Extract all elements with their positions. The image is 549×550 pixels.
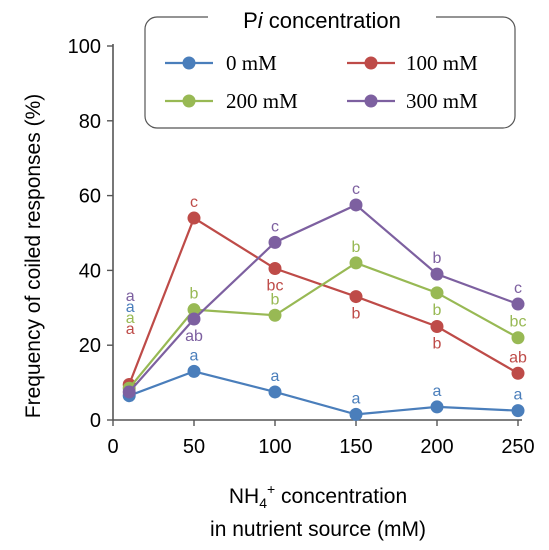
point-label: b (433, 250, 442, 267)
point-label: b (190, 286, 199, 303)
point-label: c (271, 218, 279, 235)
data-point (430, 320, 444, 333)
legend-marker (364, 56, 378, 70)
data-point (430, 400, 444, 414)
legend-marker (364, 94, 378, 108)
series-line (128, 203, 519, 393)
point-label: bc (510, 314, 527, 331)
x-axis-label-line1: NH4+ concentration (229, 481, 407, 511)
x-tick-label: 150 (339, 436, 372, 458)
series-line (128, 216, 519, 385)
y-tick-label: 80 (79, 111, 101, 133)
data-point (187, 211, 201, 225)
data-point (511, 404, 525, 418)
point-label: bc (267, 278, 284, 295)
data-point (349, 198, 363, 212)
point-label: a (126, 310, 135, 327)
data-point (349, 290, 363, 304)
data-point (187, 303, 201, 317)
data-point (430, 286, 444, 300)
legend-marker (182, 94, 196, 108)
data-point (187, 364, 201, 378)
y-tick-label: 0 (90, 410, 101, 432)
point-label: b (352, 239, 361, 256)
legend-title-prefix: P (243, 8, 258, 33)
point-label: a (352, 390, 361, 407)
point-label: b (271, 291, 280, 308)
series-layer (122, 198, 525, 421)
data-point (349, 407, 363, 421)
point-label: c (514, 280, 522, 297)
x-axis-label-sub: 4 (259, 495, 267, 511)
data-point (349, 256, 363, 270)
point-label: ab (509, 349, 527, 366)
data-point (511, 331, 525, 345)
point-label: a (126, 321, 135, 338)
x-axis-label-line2: in nutrient source (mM) (210, 518, 426, 541)
legend-title-italic: i (258, 8, 264, 33)
legend: Pi concentration 0 mM 100 mM 200 mM 300 mM (144, 8, 516, 129)
data-point (268, 262, 282, 276)
data-point (187, 312, 201, 326)
legend-items: 0 mM 100 mM 200 mM 300 mM (165, 51, 478, 113)
y-tick-label: 100 (68, 36, 101, 58)
legend-title-suffix: concentration (263, 8, 401, 33)
data-point (122, 385, 136, 399)
legend-label: 0 mM (226, 51, 277, 75)
point-label: b (433, 302, 442, 319)
x-tick-label: 50 (183, 436, 205, 458)
x-axis-label-post: concentration (275, 485, 407, 508)
point-label: a (126, 288, 135, 305)
point-label: ab (185, 328, 203, 345)
data-point (511, 297, 525, 311)
x-tick-label: 250 (501, 436, 534, 458)
legend-label: 100 mM (406, 51, 478, 75)
data-point (268, 385, 282, 399)
point-label: a (126, 299, 135, 316)
series-line (128, 370, 519, 416)
legend-marker (182, 56, 196, 70)
legend-label: 300 mM (406, 89, 478, 113)
x-axis-label-sup: + (267, 481, 275, 497)
y-axis-label: Frequency of coiled responses (%) (22, 94, 45, 419)
series-line (128, 261, 519, 389)
point-label: a (514, 387, 523, 404)
legend-label: 200 mM (226, 89, 298, 113)
x-tick-label: 200 (420, 436, 453, 458)
legend-title: Pi concentration (243, 8, 401, 33)
point-label: b (433, 336, 442, 353)
data-point (268, 308, 282, 322)
data-point (268, 235, 282, 249)
axes: 0 20 40 60 80 100 0 50 100 150 200 250 (68, 36, 535, 458)
x-tick-label: 100 (258, 436, 291, 458)
point-label: c (190, 194, 198, 211)
y-tick-label: 20 (79, 335, 101, 357)
y-tick-label: 60 (79, 186, 101, 208)
point-label: a (271, 368, 280, 385)
data-point (430, 267, 444, 281)
point-label: a (433, 383, 442, 400)
point-label: a (190, 347, 199, 364)
point-label: b (352, 306, 361, 323)
legend-title-bg (208, 8, 436, 32)
x-tick-label: 0 (107, 436, 118, 458)
data-point (511, 366, 525, 380)
x-axis-label-pre: NH (229, 485, 259, 508)
point-label: c (352, 181, 360, 198)
y-tick-label: 40 (79, 260, 101, 282)
